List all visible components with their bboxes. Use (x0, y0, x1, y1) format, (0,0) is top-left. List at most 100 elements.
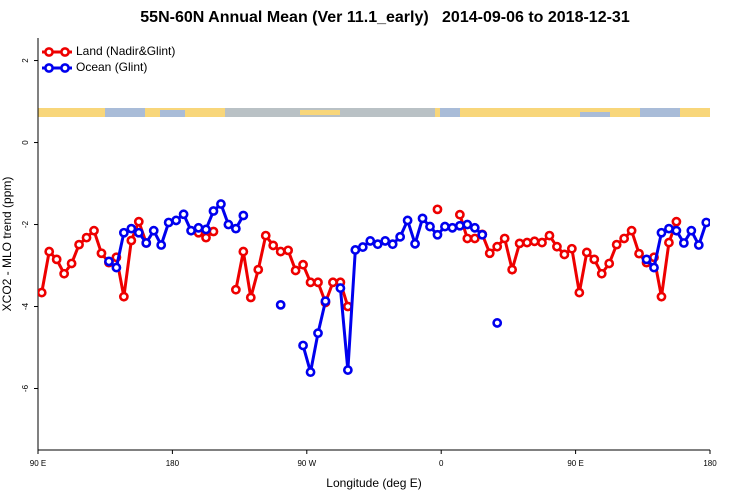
data-point (230, 284, 241, 295)
data-point (171, 215, 182, 226)
data-point (96, 248, 107, 259)
data-point (230, 223, 241, 234)
legend-label: Ocean (Glint) (76, 60, 147, 74)
data-point (148, 225, 159, 236)
y-tick-label: 2 (21, 58, 30, 63)
data-point (544, 230, 555, 241)
data-point (596, 268, 607, 279)
data-point (238, 246, 249, 257)
data-point (81, 232, 92, 243)
data-point (38, 287, 47, 298)
data-point (469, 222, 480, 233)
data-point (447, 222, 458, 233)
legend-marker (60, 47, 70, 57)
data-point (126, 223, 137, 234)
data-point (208, 206, 219, 216)
data-point (537, 237, 547, 248)
x-tick-label: 180 (166, 459, 180, 468)
data-point (656, 227, 667, 238)
x-tick-label: 90 E (30, 459, 46, 468)
data-point (559, 249, 570, 260)
data-point (313, 277, 323, 288)
data-point (365, 236, 376, 246)
legend-label: Land (Nadir&Glint) (76, 44, 175, 58)
data-point (432, 204, 443, 215)
data-point (51, 254, 62, 265)
data-point (693, 240, 704, 250)
data-point (66, 258, 77, 269)
data-point (275, 246, 286, 257)
data-point (514, 238, 525, 249)
data-point (454, 209, 465, 220)
data-point (671, 225, 682, 236)
data-point (74, 239, 84, 250)
data-point (671, 216, 682, 227)
x-axis-label: Longitude (deg E) (326, 476, 421, 490)
data-point (133, 227, 144, 238)
data-point (454, 220, 465, 231)
data-point (118, 291, 129, 302)
data-point (186, 225, 196, 236)
data-point (664, 237, 674, 248)
data-point (298, 340, 308, 351)
chart-title: 55N-60N Annual Mean (Ver 11.1_early) 201… (140, 9, 630, 26)
legend-marker (44, 63, 54, 73)
legend-marker (60, 63, 70, 73)
data-point (201, 224, 211, 235)
data-point (126, 235, 137, 246)
data-point (350, 245, 361, 255)
data-point (462, 219, 473, 230)
data-point (566, 243, 577, 254)
map-strip (38, 108, 710, 117)
data-point (589, 254, 600, 265)
x-tick-label: 90 E (567, 459, 583, 468)
data-point (462, 233, 473, 244)
data-point (313, 328, 323, 339)
data-point (634, 248, 644, 259)
data-point (163, 217, 174, 228)
data-point (238, 210, 249, 221)
data-point (469, 233, 480, 244)
data-point (372, 239, 383, 250)
data-point (678, 238, 689, 248)
data-point (156, 240, 167, 250)
data-point (305, 367, 316, 378)
data-point (118, 227, 129, 238)
data-point (111, 262, 122, 273)
data-point (44, 246, 55, 257)
data-point (61, 475, 68, 482)
data-point (581, 247, 592, 258)
data-point (425, 221, 435, 232)
y-tick-label: -6 (21, 384, 30, 392)
data-point (492, 241, 503, 252)
data-point (283, 245, 294, 256)
data-point (626, 225, 637, 236)
data-point (208, 226, 219, 237)
data-point (574, 287, 585, 298)
data-point (133, 216, 144, 227)
data-point (290, 265, 301, 276)
data-point (298, 259, 308, 270)
y-axis-label: XCO2 - MLO trend (ppm) (0, 177, 14, 312)
data-point (664, 223, 674, 234)
data-point (342, 365, 353, 375)
y-tick-label: 0 (21, 140, 30, 145)
x-tick-label: 90 W (297, 459, 316, 468)
data-point (178, 209, 189, 220)
data-point (686, 225, 697, 236)
data-point (507, 264, 518, 275)
data-point (656, 291, 667, 302)
data-point (604, 258, 615, 269)
x-tick-label: 180 (703, 459, 717, 468)
data-point (275, 299, 286, 310)
data-point (141, 238, 152, 248)
data-point (492, 318, 503, 328)
data-point (216, 199, 226, 209)
x-tick-label: 0 (439, 459, 444, 468)
data-point (432, 229, 443, 240)
plot-area (38, 199, 710, 482)
data-point (440, 221, 450, 232)
data-point (357, 242, 368, 252)
data-point (522, 237, 532, 248)
legend-marker (44, 47, 54, 57)
